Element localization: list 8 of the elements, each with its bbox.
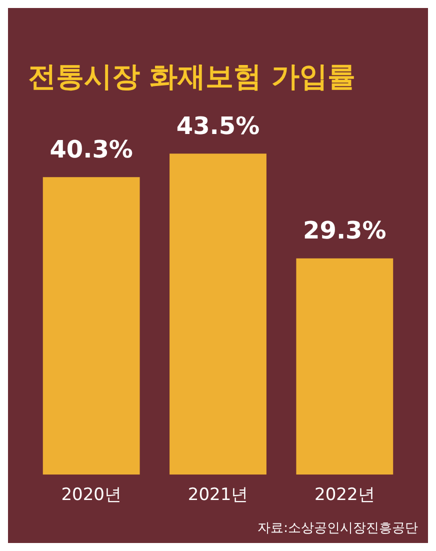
chart-title: 전통시장 화재보험 가입률 [28, 60, 356, 94]
x-tick-label: 2020년 [61, 485, 122, 506]
data-label: 29.3% [303, 216, 386, 245]
data-label: 43.5% [176, 112, 260, 140]
x-tick-label: 2021년 [188, 485, 248, 506]
data-label: 40.3% [50, 135, 133, 164]
x-tick-label: 2022년 [314, 485, 375, 506]
text: 자료:소상공인시장진흥공단 [258, 520, 418, 536]
